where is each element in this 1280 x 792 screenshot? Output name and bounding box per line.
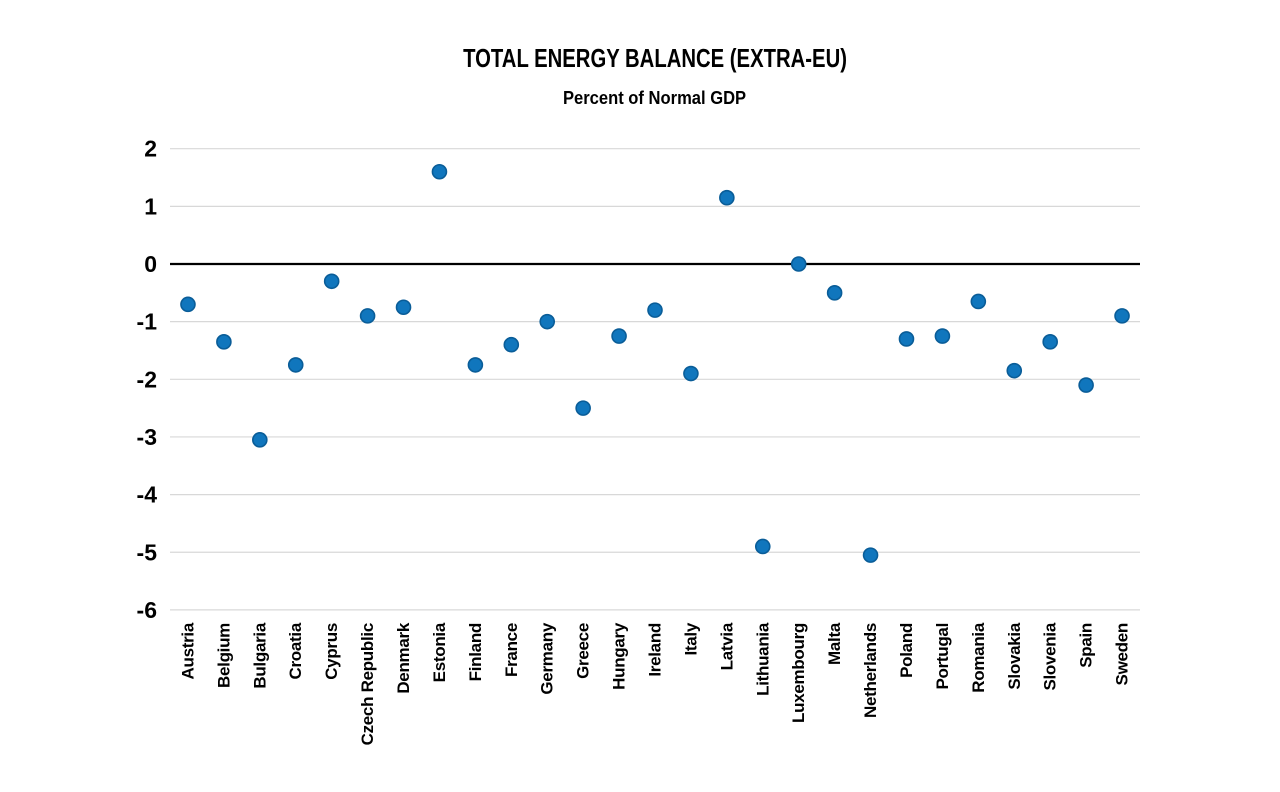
data-point-luxembourg — [790, 256, 807, 272]
data-point-lithuania — [754, 538, 771, 555]
chart-title-text: TOTAL ENERGY BALANCE (EXTRA-EU) — [463, 43, 847, 73]
data-point-hungary — [611, 328, 627, 344]
y-tick-label--4: -4 — [137, 482, 158, 508]
x-tick-label-belgium: Belgium — [214, 623, 233, 688]
chart-subtitle-text: Percent of Normal GDP — [563, 88, 747, 108]
data-point-belgium — [216, 334, 232, 350]
data-point-finland — [467, 357, 484, 373]
data-point-spain — [1078, 377, 1094, 393]
x-tick-label-lithuania: Lithuania — [753, 622, 772, 696]
data-point-croatia — [287, 357, 304, 373]
data-point-cyprus — [323, 273, 340, 290]
x-tick-label-romania: Romania — [969, 622, 988, 693]
x-tick-label-hungary: Hungary — [610, 622, 629, 690]
y-tick-label--2: -2 — [137, 366, 157, 392]
y-tick-label--6: -6 — [137, 597, 157, 623]
data-point-poland — [898, 331, 915, 347]
data-point-france — [503, 336, 520, 353]
x-tick-label-latvia: Latvia — [717, 622, 736, 670]
data-point-slovenia — [1042, 334, 1058, 350]
data-point-ireland — [647, 302, 663, 318]
x-tick-label-netherlands: Netherlands — [861, 623, 880, 718]
chart-subtitle: Percent of Normal GDP — [170, 88, 1140, 108]
data-point-netherlands — [862, 547, 879, 563]
data-point-slovakia — [1006, 362, 1023, 379]
data-point-austria — [180, 296, 196, 313]
data-point-bulgaria — [252, 432, 268, 448]
y-tick-label--1: -1 — [137, 309, 158, 335]
chart-title: TOTAL ENERGY BALANCE (EXTRA-EU) — [170, 42, 1140, 74]
x-tick-label-spain: Spain — [1077, 623, 1096, 668]
y-tick-label--5: -5 — [137, 539, 158, 565]
data-point-italy — [683, 365, 699, 382]
data-point-estonia — [431, 163, 448, 180]
x-tick-label-germany: Germany — [538, 622, 557, 694]
chart-header: TOTAL ENERGY BALANCE (EXTRA-EU) Percent … — [170, 42, 1140, 108]
x-tick-label-sweden: Sweden — [1113, 623, 1132, 685]
x-tick-label-greece: Greece — [574, 623, 593, 679]
y-tick-label-0: 0 — [144, 251, 157, 277]
x-tick-label-estonia: Estonia — [430, 622, 449, 682]
x-tick-label-malta: Malta — [825, 622, 844, 665]
data-point-malta — [826, 285, 843, 301]
y-tick-label--3: -3 — [137, 424, 157, 450]
y-tick-label-2: 2 — [144, 136, 157, 162]
data-point-germany — [539, 313, 556, 330]
x-tick-label-croatia: Croatia — [286, 622, 305, 679]
x-tick-label-czech-republic: Czech Republic — [358, 623, 377, 745]
data-point-latvia — [719, 189, 735, 206]
data-point-greece — [575, 400, 591, 416]
x-tick-label-poland: Poland — [897, 623, 916, 678]
data-point-czech-republic — [359, 308, 376, 324]
data-point-denmark — [395, 299, 412, 316]
x-tick-label-austria: Austria — [178, 622, 197, 679]
x-tick-label-bulgaria: Bulgaria — [250, 622, 269, 688]
x-tick-label-denmark: Denmark — [394, 622, 413, 694]
data-point-portugal — [934, 328, 951, 344]
x-tick-label-luxembourg: Luxembourg — [789, 623, 808, 723]
x-tick-label-italy: Italy — [681, 622, 700, 655]
x-tick-label-cyprus: Cyprus — [322, 623, 341, 680]
x-tick-label-portugal: Portugal — [933, 623, 952, 690]
x-tick-label-france: France — [502, 623, 521, 677]
data-point-sweden — [1114, 308, 1130, 324]
x-tick-label-ireland: Ireland — [646, 623, 665, 677]
data-point-romania — [970, 293, 987, 310]
x-tick-label-slovenia: Slovenia — [1041, 622, 1060, 690]
x-tick-label-finland: Finland — [466, 623, 485, 681]
x-tick-label-slovakia: Slovakia — [1005, 622, 1024, 689]
y-tick-label-1: 1 — [144, 193, 157, 219]
